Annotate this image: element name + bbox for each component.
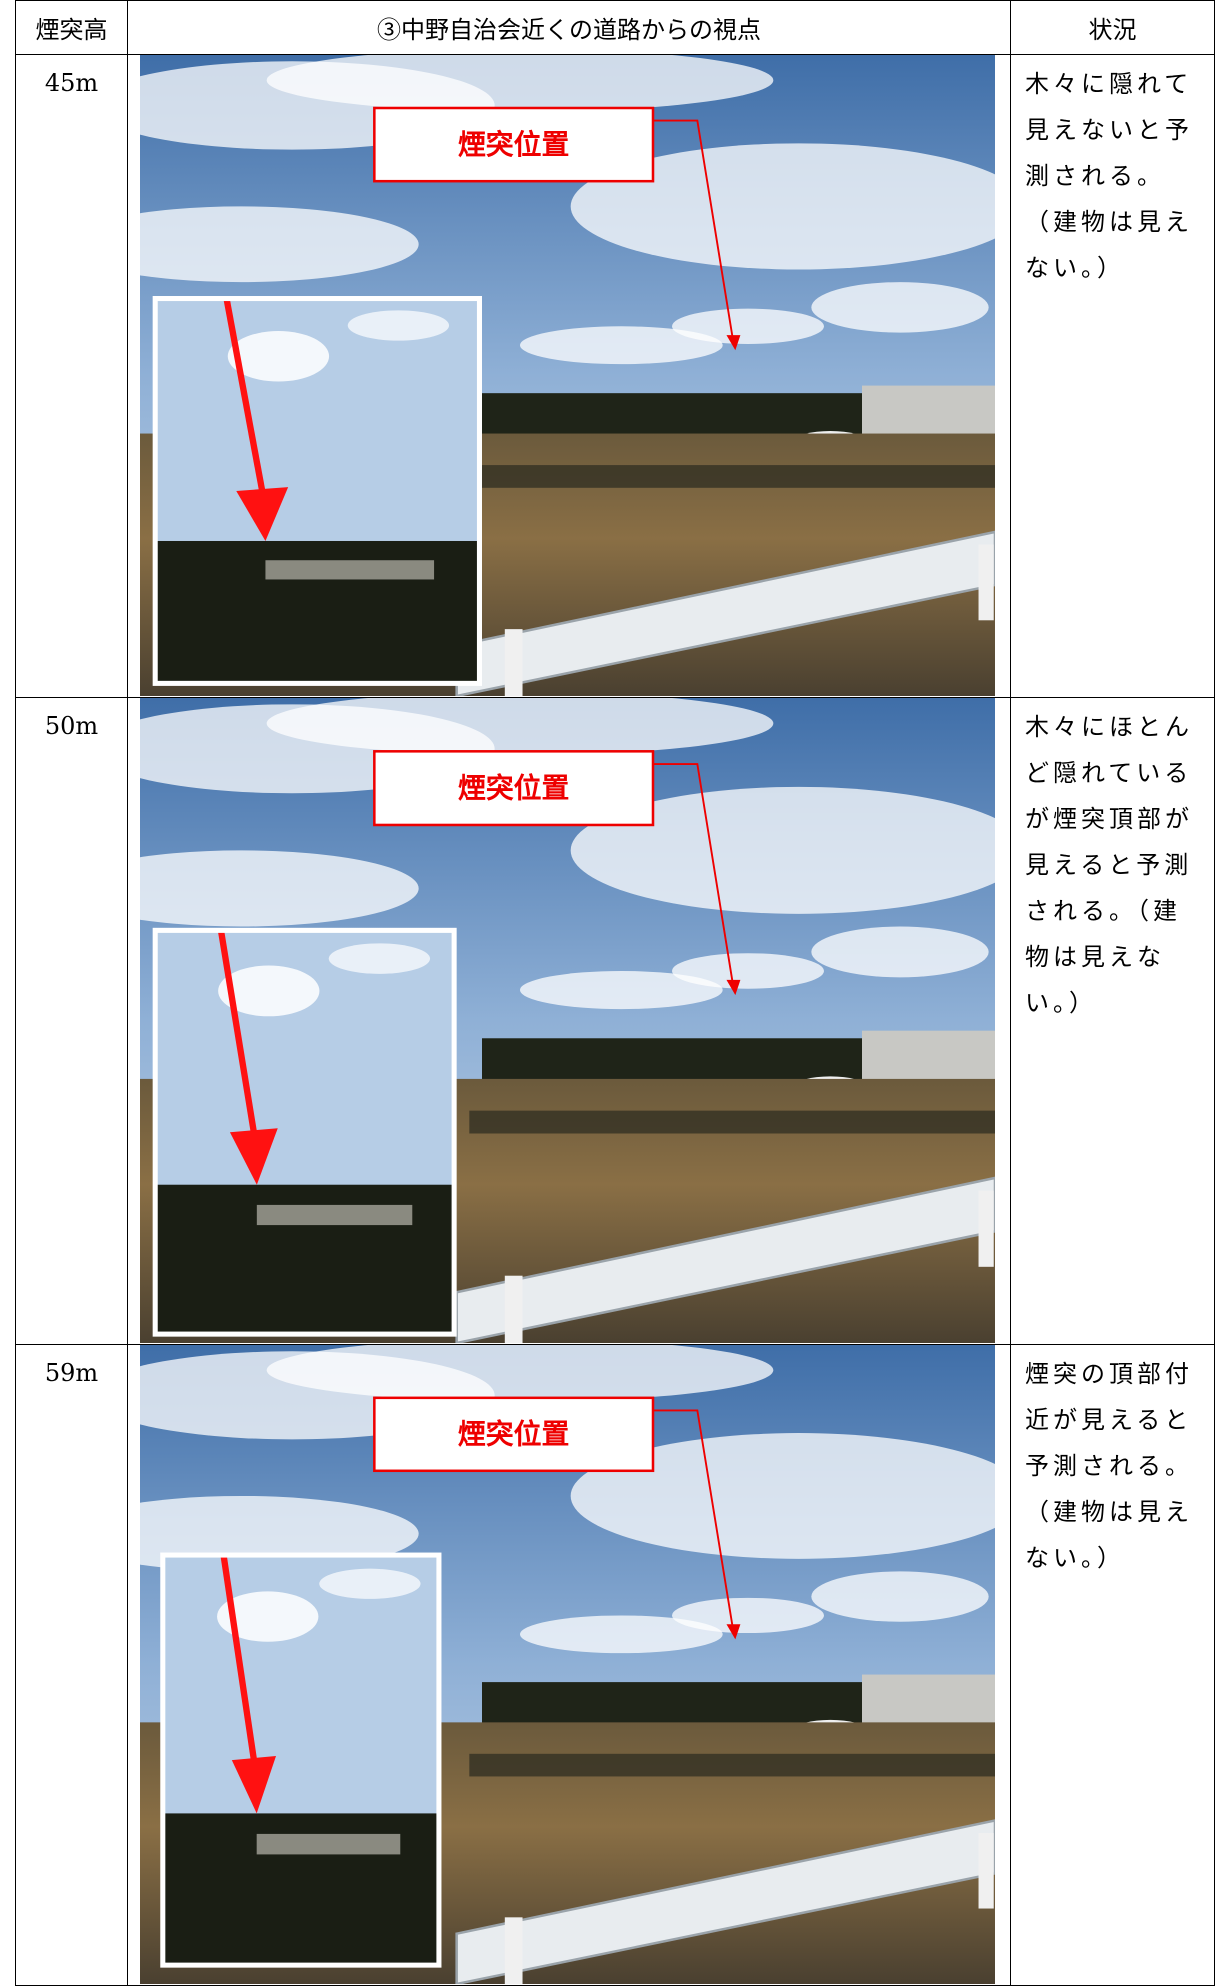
callout-leader: [653, 763, 734, 984]
height-cell: 50m: [15, 697, 128, 1345]
cloud: [266, 1345, 774, 1402]
callout-leader: [653, 1409, 734, 1629]
header-cell: 煙突高: [15, 0, 128, 55]
photo: 煙突位置: [140, 698, 995, 1343]
table-row: 59m 煙突位置 煙突の頂部付近が見えると予測される。（建物は見えない。）: [15, 1344, 1215, 1986]
inset-cloud: [217, 1591, 319, 1642]
inset-cloud: [347, 310, 450, 341]
callout-box: [373, 1396, 655, 1473]
cloud: [520, 326, 723, 365]
callout-leader: [653, 119, 734, 340]
cloud: [570, 786, 995, 914]
photo-cell: 煙突位置: [127, 54, 1011, 698]
cloud: [520, 970, 723, 1010]
cloud: [140, 206, 419, 283]
inset-arrowhead: [229, 1128, 278, 1185]
inset-frame: [160, 1552, 442, 1968]
cloud: [520, 1615, 723, 1654]
cloud: [672, 953, 824, 989]
guardrail: [455, 1819, 995, 1984]
inset-building: [256, 1204, 413, 1226]
inset-arrowhead: [231, 1755, 277, 1814]
inset-arrow: [223, 297, 266, 492]
guardrail-post: [978, 544, 994, 621]
callout-arrowhead: [726, 335, 741, 351]
cloud: [570, 1433, 995, 1559]
inset-building: [256, 1833, 401, 1855]
cloud: [672, 1597, 824, 1634]
photo-cell: 煙突位置: [127, 1344, 1011, 1986]
cloud: [811, 282, 989, 333]
guardrail-post: [978, 1190, 994, 1267]
inset-frame: [152, 927, 457, 1337]
status-cell: 煙突の頂部付近が見えると予測される。（建物は見えない。）: [1010, 1344, 1215, 1986]
field-strip: [469, 1753, 995, 1777]
inset-frame: [152, 296, 482, 686]
photo: 煙突位置: [140, 1345, 995, 1984]
header-cell: 状況: [1010, 0, 1215, 55]
guardrail-post: [504, 629, 523, 696]
callout-arrowhead: [726, 1624, 741, 1640]
height-cell: 45m: [15, 54, 128, 698]
cloud: [266, 55, 774, 112]
field-strip: [469, 1110, 995, 1134]
callout-box: [373, 106, 655, 183]
cloud: [811, 1571, 989, 1622]
callout-text: 煙突位置: [458, 1418, 569, 1451]
height-cell: 59m: [15, 1344, 128, 1986]
cloud: [140, 1495, 419, 1572]
inset-arrowhead: [236, 487, 289, 541]
inset-arrow: [220, 1554, 258, 1761]
inset-cloud: [328, 943, 431, 974]
inset-building: [265, 560, 435, 580]
guardrail-post: [978, 1833, 994, 1909]
status-cell: 木々にほとんど隠れているが煙突頂部が見えると予測される。（建物は見えない。）: [1010, 697, 1215, 1345]
inset-arrow: [217, 929, 257, 1133]
guardrail-post: [504, 1275, 523, 1343]
photo: 煙突位置: [140, 55, 995, 696]
comparison-table: 煙突高 ③中野自治会近くの道路からの視点 状況 45m 煙突位置 木々に隠れて見え…: [15, 0, 1215, 1986]
table-row: 50m 煙突位置 木々にほとんど隠れているが煙突頂部が見えると予測される。（建物は…: [15, 697, 1215, 1345]
header-row: 煙突高 ③中野自治会近くの道路からの視点 状況: [15, 0, 1215, 55]
callout-text: 煙突位置: [458, 771, 569, 804]
callout-box: [373, 750, 655, 827]
inset-cloud: [319, 1568, 421, 1599]
table-body: 45m 煙突位置 木々に隠れて見えないと予測される。（建物は見えない。） 50m 煙…: [15, 54, 1215, 1986]
guardrail-post: [504, 1917, 523, 1984]
inset-cloud: [227, 331, 330, 382]
inset-cloud: [218, 965, 320, 1017]
cloud: [811, 926, 989, 978]
field-strip: [469, 465, 995, 488]
photo-cell: 煙突位置: [127, 697, 1011, 1345]
table-row: 45m 煙突位置 木々に隠れて見えないと予測される。（建物は見えない。）: [15, 54, 1215, 698]
status-cell: 木々に隠れて見えないと予測される。（建物は見えない。）: [1010, 54, 1215, 698]
header-cell: ③中野自治会近くの道路からの視点: [127, 0, 1011, 55]
cloud: [266, 698, 774, 756]
callout-arrowhead: [726, 979, 741, 996]
callout-text: 煙突位置: [458, 128, 569, 161]
cloud: [570, 143, 995, 270]
cloud: [672, 308, 824, 344]
cloud: [140, 850, 419, 927]
